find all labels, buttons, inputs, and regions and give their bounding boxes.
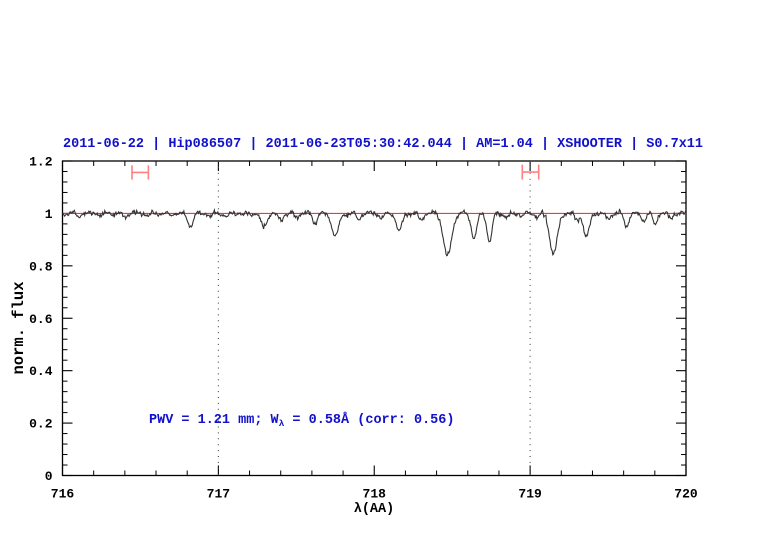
svg-text:0.6: 0.6: [29, 312, 53, 327]
svg-text:norm. flux: norm. flux: [10, 281, 28, 374]
svg-text:719: 719: [518, 487, 542, 502]
svg-text:716: 716: [51, 487, 75, 502]
svg-text:720: 720: [674, 487, 698, 502]
svg-text:1.2: 1.2: [29, 155, 53, 170]
svg-text:0.8: 0.8: [29, 259, 53, 274]
svg-text:717: 717: [207, 487, 230, 502]
svg-text:718: 718: [363, 487, 387, 502]
svg-text:1: 1: [45, 207, 53, 222]
svg-text:2011-06-22 | Hip086507 | 2: 2011-06-22 | Hip086507 | 2011-06-23T05:3…: [63, 137, 703, 152]
svg-text:PWV = 1.21 mm; Wλ = 0.58Å (cor: PWV = 1.21 mm; Wλ = 0.58Å (corr: 0.56): [149, 412, 454, 429]
svg-text:0.4: 0.4: [29, 364, 53, 379]
svg-text:λ(AA): λ(AA): [354, 502, 395, 517]
svg-text:0: 0: [45, 469, 53, 484]
svg-text:0.2: 0.2: [29, 417, 53, 432]
